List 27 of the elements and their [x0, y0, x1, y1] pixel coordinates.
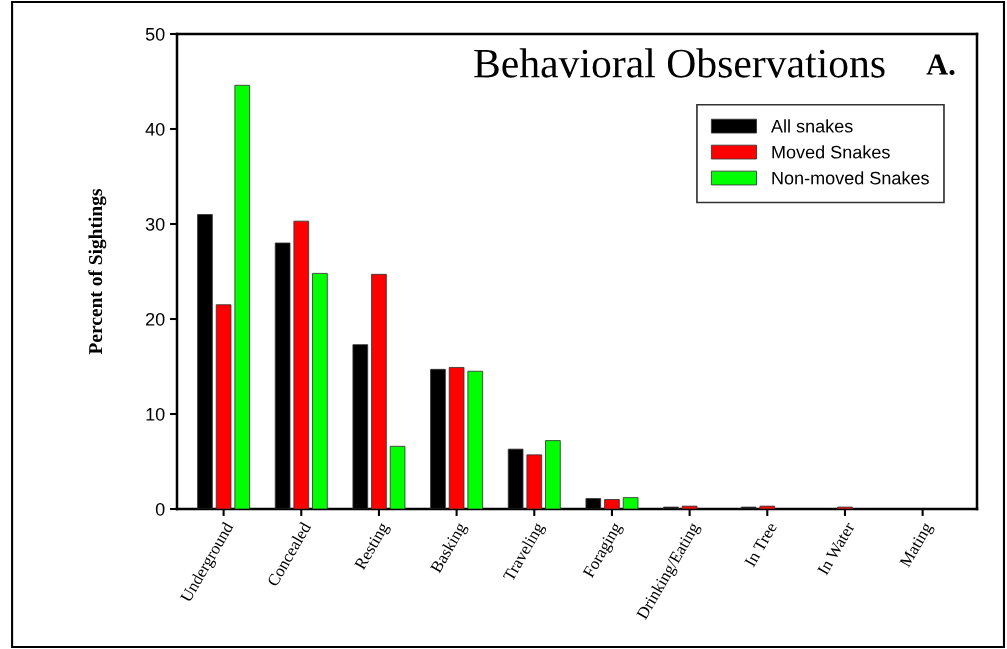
bar: [759, 505, 776, 509]
bar: [545, 440, 561, 509]
x-tick-label: In Tree: [744, 521, 778, 568]
legend-label: All snakes: [771, 119, 853, 133]
bar: [526, 454, 543, 509]
y-tick-label: 0: [155, 502, 165, 516]
y-tick-label: 10: [146, 407, 165, 421]
y-tick-label: 40: [145, 122, 165, 136]
bar: [389, 445, 406, 509]
y-axis-title: Percent of Sightings: [88, 188, 107, 355]
bar: [234, 84, 251, 509]
bar: [371, 273, 387, 509]
bar: [215, 304, 232, 509]
bar: [467, 370, 484, 509]
bar: [448, 367, 465, 509]
y-tick-label: 20: [146, 312, 165, 326]
y-tick-label: 30: [145, 217, 165, 231]
bar: [293, 220, 310, 509]
bar: [604, 499, 620, 509]
bar: [312, 272, 328, 509]
legend-label: Non-moved Snakes: [772, 171, 929, 185]
legend-label: Moved Snakes: [772, 145, 890, 159]
bar: [681, 505, 698, 509]
chart-title: Behavioral Observations: [474, 48, 885, 78]
y-tick-label: 50: [145, 27, 165, 41]
annotation: A.: [926, 54, 955, 76]
bar: [622, 497, 639, 509]
